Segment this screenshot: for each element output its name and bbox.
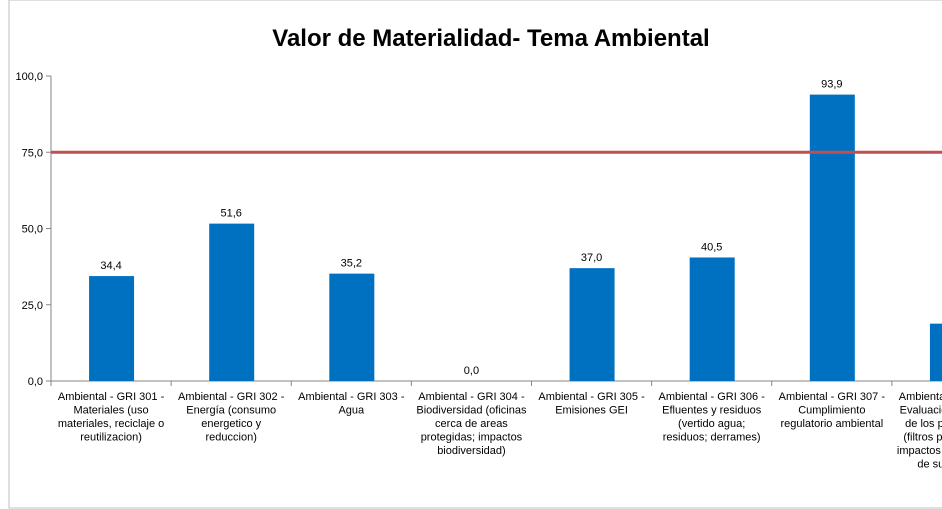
x-tick-label-line: Biodiversidad (oficinas bbox=[416, 405, 527, 417]
x-tick-label-line: Ambiental - GRI 308 - bbox=[899, 391, 942, 403]
x-tick-label: Ambiental - GRI 308 - Evaluación ambienta… bbox=[897, 391, 942, 471]
x-tick-label-line: de los proveedores bbox=[905, 418, 942, 430]
x-tick-label-line: Ambiental - GRI 302 - bbox=[178, 391, 285, 403]
x-tick-label-line: Agua bbox=[338, 405, 365, 417]
x-tick-label-line: protegidas; impactos bbox=[421, 432, 523, 444]
x-tick-label-line: energetico y bbox=[201, 418, 261, 430]
value-label: 40,5 bbox=[701, 241, 722, 253]
x-tick-label: Ambiental - GRI 307 - Cumplimiento regulat… bbox=[779, 391, 886, 430]
value-label: 37,0 bbox=[581, 252, 602, 264]
value-label: 93,9 bbox=[821, 79, 842, 91]
x-tick-label-line: Ambiental - GRI 307 - bbox=[779, 391, 886, 403]
x-tick-label-line: Cumplimiento bbox=[798, 405, 865, 417]
x-tick-label-line: reduccion) bbox=[206, 432, 257, 444]
bar bbox=[689, 257, 735, 381]
x-tick-label-line: de suministro) bbox=[917, 459, 942, 471]
x-tick-label-line: Ambiental - GRI 305 - bbox=[538, 391, 645, 403]
x-tick-label-line: reutilizacion) bbox=[80, 432, 142, 444]
x-tick-label-line: residuos; derrames) bbox=[663, 432, 761, 444]
x-tick-label-line: regulatorio ambiental bbox=[780, 418, 883, 430]
chart-title: Valor de Materialidad- Tema Ambiental bbox=[272, 25, 709, 52]
x-tick-label-line: Materiales (uso bbox=[73, 405, 148, 417]
y-tick-label: 25,0 bbox=[22, 300, 43, 312]
x-tick-label-line: Ambiental - GRI 306 - bbox=[659, 391, 766, 403]
x-tick-label-line: impactos en la cadena bbox=[897, 445, 942, 457]
chart-frame bbox=[8, 0, 942, 509]
x-tick-label-line: cerca de areas bbox=[435, 418, 508, 430]
x-tick-label-line: Evaluación ambiental bbox=[900, 405, 942, 417]
y-tick-label: 100,0 bbox=[15, 71, 43, 83]
x-tick-label-line: (filtros proveedores; bbox=[903, 432, 942, 444]
value-label: 51,6 bbox=[220, 208, 241, 220]
y-tick-label: 75,0 bbox=[22, 147, 43, 159]
bar bbox=[569, 268, 615, 381]
x-tick-label-line: Efluentes y residuos bbox=[662, 405, 762, 417]
x-tick-label: Ambiental - GRI 301 - Materiales (uso mate… bbox=[58, 391, 165, 444]
y-tick-label: 0,0 bbox=[28, 376, 43, 388]
x-tick-label-line: Ambiental - GRI 303 - bbox=[298, 391, 405, 403]
value-label: 0,0 bbox=[464, 365, 479, 377]
value-label: 35,2 bbox=[341, 258, 362, 270]
value-label: 34,4 bbox=[100, 260, 121, 272]
bar bbox=[89, 276, 135, 381]
x-tick-label-line: materiales, reciclaje o bbox=[58, 418, 164, 430]
x-tick-label-line: Ambiental - GRI 304 - bbox=[418, 391, 525, 403]
x-tick-label-line: (vertido agua; bbox=[678, 418, 745, 430]
y-tick-label: 50,0 bbox=[22, 224, 43, 236]
bar bbox=[209, 223, 255, 381]
x-tick-label: Ambiental - GRI 305 - Emisiones GEI bbox=[538, 391, 645, 417]
x-tick-label: Ambiental - GRI 306 - Efluentes y residuo… bbox=[659, 391, 766, 444]
x-tick-label: Ambiental - GRI 304 - Biodiversidad (ofic… bbox=[416, 391, 527, 457]
x-tick-label-line: Energía (consumo bbox=[186, 405, 276, 417]
x-tick-label-line: Emisiones GEI bbox=[555, 405, 628, 417]
x-tick-label-line: biodiversidad) bbox=[437, 445, 505, 457]
x-tick-label-line: Ambiental - GRI 301 - bbox=[58, 391, 165, 403]
bar bbox=[809, 94, 855, 381]
bar bbox=[929, 323, 942, 381]
x-tick-label: Ambiental - GRI 302 - Energía (consumo ene… bbox=[178, 391, 285, 444]
x-tick-label: Ambiental - GRI 303 - Agua bbox=[298, 391, 405, 417]
bar bbox=[329, 273, 375, 381]
